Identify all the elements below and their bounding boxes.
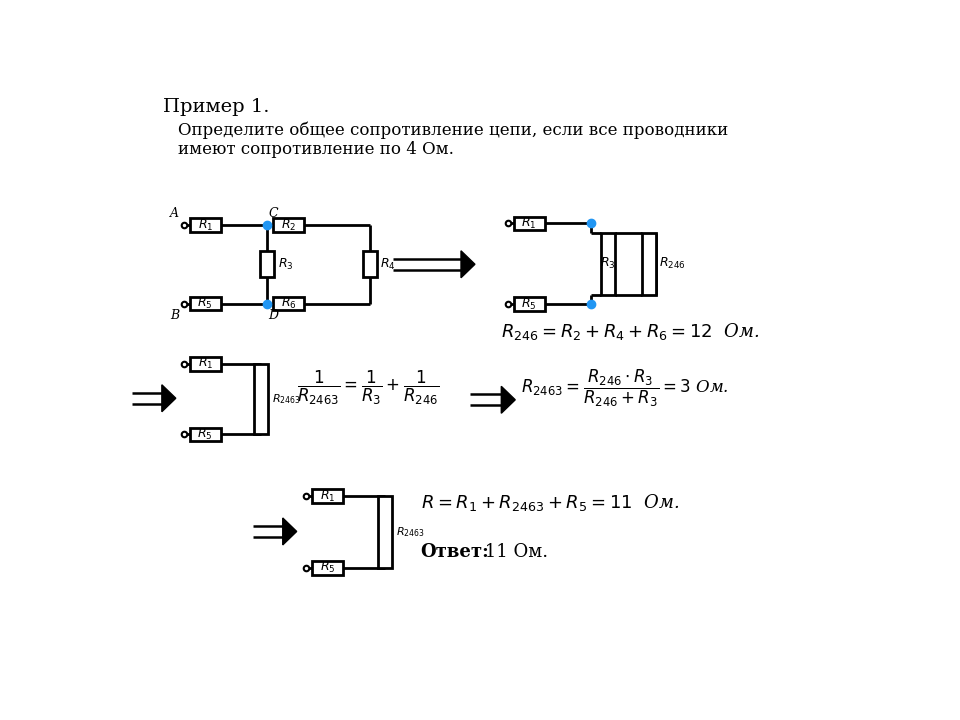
Text: $R_4$: $R_4$: [380, 257, 396, 272]
Bar: [190, 218, 221, 232]
Text: $R_{2463} = \dfrac{R_{246} \cdot R_3}{R_{246} + R_3} = 3$ Ом.: $R_{2463} = \dfrac{R_{246} \cdot R_3}{R_…: [521, 368, 730, 409]
Text: $R_2$: $R_2$: [281, 217, 297, 233]
Text: $R_5$: $R_5$: [320, 560, 335, 575]
Text: $R_6$: $R_6$: [281, 296, 297, 311]
Text: $R_{2463}$: $R_{2463}$: [272, 392, 300, 406]
Polygon shape: [501, 387, 516, 413]
Bar: [378, 496, 392, 567]
Text: $R_{246}$: $R_{246}$: [660, 256, 686, 271]
Text: $R_5$: $R_5$: [198, 427, 213, 442]
Bar: [363, 251, 376, 277]
Text: $R_3$: $R_3$: [600, 256, 616, 271]
Bar: [641, 233, 656, 295]
Bar: [601, 233, 615, 295]
Text: $R_5$: $R_5$: [521, 297, 537, 312]
Bar: [190, 356, 221, 371]
Text: $R_{2463}$: $R_{2463}$: [396, 525, 424, 539]
Polygon shape: [162, 384, 176, 412]
Text: Ответ:: Ответ:: [420, 544, 490, 562]
Bar: [514, 217, 544, 230]
Text: Определите общее сопротивление цепи, если все проводники
имеют сопротивление по : Определите общее сопротивление цепи, есл…: [179, 121, 729, 158]
Bar: [312, 489, 344, 503]
Polygon shape: [283, 518, 297, 545]
Text: $R_{246} = R_2 + R_4 + R_6 = 12$  Ом.: $R_{246} = R_2 + R_4 + R_6 = 12$ Ом.: [501, 321, 760, 342]
Text: $R = R_1 + R_{2463} + R_5 = 11$  Ом.: $R = R_1 + R_{2463} + R_5 = 11$ Ом.: [420, 492, 679, 513]
Bar: [254, 364, 268, 434]
Text: B: B: [170, 309, 179, 322]
Text: Пример 1.: Пример 1.: [162, 98, 269, 116]
Text: $R_1$: $R_1$: [198, 356, 213, 371]
Bar: [274, 218, 304, 232]
Bar: [190, 428, 221, 441]
Text: $\dfrac{1}{R_{2463}} = \dfrac{1}{R_3} + \dfrac{1}{R_{246}}$: $\dfrac{1}{R_{2463}} = \dfrac{1}{R_3} + …: [297, 369, 439, 408]
Bar: [312, 561, 344, 575]
Text: D: D: [268, 309, 278, 322]
Text: $R_3$: $R_3$: [278, 257, 294, 272]
Text: $R_1$: $R_1$: [198, 217, 213, 233]
Bar: [260, 251, 275, 277]
Text: $R_1$: $R_1$: [521, 216, 537, 231]
Text: C: C: [268, 207, 277, 220]
Bar: [514, 297, 544, 311]
Text: $R_5$: $R_5$: [198, 296, 213, 311]
Bar: [190, 297, 221, 310]
Bar: [274, 297, 304, 310]
Text: A: A: [170, 207, 179, 220]
Text: $R_1$: $R_1$: [320, 488, 335, 503]
Text: 11 Ом.: 11 Ом.: [479, 544, 548, 562]
Polygon shape: [461, 251, 475, 278]
